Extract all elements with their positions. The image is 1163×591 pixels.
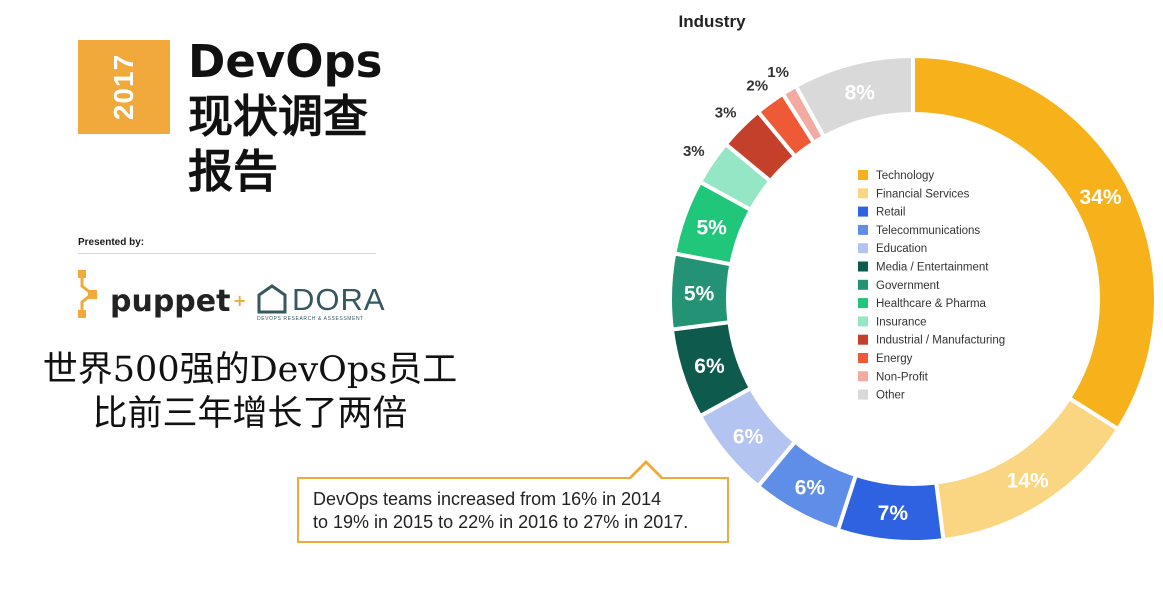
callout-pointer-fill	[631, 464, 661, 479]
slice-value-label: 8%	[845, 82, 876, 105]
slice-value-label: 6%	[733, 425, 764, 448]
slice-value-label: 14%	[1007, 470, 1049, 493]
presented-by-label: Presented by:	[78, 237, 145, 248]
report-title: DevOps 现状调查 报告	[188, 34, 382, 199]
title-line-3: 报告	[188, 145, 279, 198]
slice-value-label: 5%	[696, 217, 727, 240]
caption-line-2: 比前三年增长了两倍	[92, 394, 408, 434]
legend-label: Media / Entertainment	[876, 262, 989, 274]
dora-wordmark: DORA	[292, 282, 386, 317]
legend-swatch	[858, 389, 868, 400]
slice-value-label: 1%	[767, 64, 789, 81]
slice-technology	[911, 53, 1158, 432]
legend-label: Financial Services	[876, 188, 970, 200]
puppet-logo-icon	[78, 270, 97, 318]
legend-swatch	[858, 170, 868, 180]
chinese-caption: 世界500强的DevOps员工 比前三年增长了两倍	[0, 348, 500, 436]
title-line-1: DevOps	[188, 35, 383, 88]
legend-swatch	[858, 371, 868, 382]
chart-title: Industry	[678, 12, 746, 31]
legend-label: Insurance	[876, 316, 927, 328]
dora-subtitle: DEVOPS RESEARCH & ASSESSMENT	[257, 316, 364, 322]
slice-other	[793, 53, 915, 140]
legend-swatch	[858, 224, 868, 235]
callout-box	[297, 477, 729, 543]
legend-swatch	[858, 243, 868, 254]
legend-swatch	[858, 206, 868, 217]
title-line-2: 现状调查	[188, 90, 369, 143]
caption-line-1: 世界500强的DevOps员工	[42, 350, 458, 390]
legend-label: Retail	[876, 207, 905, 219]
slice-value-label: 5%	[684, 282, 715, 305]
year-badge: 2017	[78, 40, 170, 134]
legend-swatch	[858, 261, 868, 272]
divider	[78, 253, 376, 254]
slice-value-label: 3%	[683, 143, 705, 160]
legend-swatch	[858, 334, 868, 345]
legend-label: Energy	[876, 353, 913, 365]
legend-label: Non-Profit	[876, 371, 929, 383]
legend-swatch	[858, 188, 868, 199]
slice-value-label: 7%	[878, 502, 909, 525]
legend-swatch	[858, 279, 868, 290]
legend-label: Education	[876, 243, 927, 255]
slice-value-label: 2%	[746, 78, 768, 95]
slice-value-label: 6%	[795, 477, 826, 500]
callout-line-1: DevOps teams increased from 16% in 2014	[313, 489, 662, 509]
plus-sign: +	[233, 291, 247, 310]
callout-text: DevOps teams increased from 16% in 2014 …	[313, 488, 723, 534]
callout-line-2: to 19% in 2015 to 22% in 2016 to 27% in …	[313, 512, 689, 532]
legend-label: Industrial / Manufacturing	[876, 335, 1005, 347]
puppet-wordmark: puppet	[110, 284, 231, 319]
legend-label: Government	[876, 280, 940, 292]
legend-label: Other	[876, 390, 905, 402]
legend-swatch	[858, 298, 868, 309]
dora-logo-icon	[257, 284, 287, 314]
legend-label: Telecommunications	[876, 225, 980, 237]
legend-label: Healthcare & Pharma	[876, 298, 987, 310]
legend-swatch	[858, 353, 868, 363]
slice-value-label: 34%	[1080, 186, 1122, 209]
legend-label: Technology	[876, 170, 934, 182]
legend-swatch	[858, 316, 868, 327]
slice-value-label: 3%	[715, 105, 737, 122]
slice-value-label: 6%	[694, 355, 725, 378]
